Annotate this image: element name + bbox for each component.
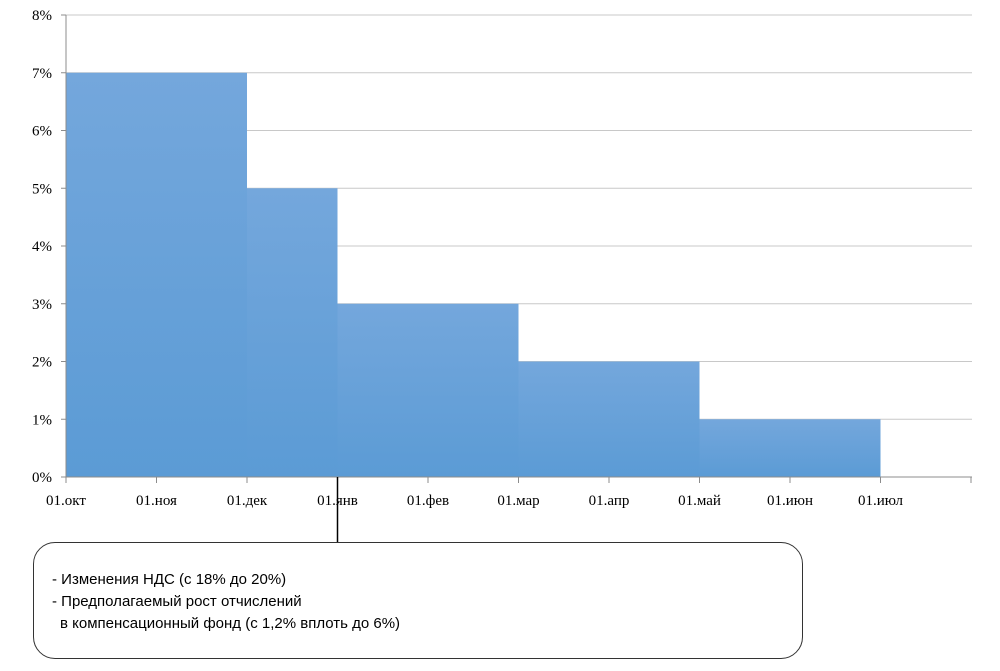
y-tick-label: 8% (32, 8, 52, 24)
x-tick-label: 01.июл (858, 493, 904, 509)
bar-segment-1 (247, 188, 338, 477)
bar-segment-2 (337, 303, 519, 477)
y-tick-label: 7% (32, 66, 52, 82)
bar-segment-4 (699, 419, 881, 477)
callout-line-contributions: - Предполагаемый рост отчислений (52, 593, 302, 610)
y-tick-label: 0% (32, 470, 52, 486)
y-tick-labels: 0% 1% 2% 3% 4% 5% 6% 7% 8% (32, 8, 52, 486)
x-tick-label: 01.май (678, 493, 721, 509)
y-tick-label: 6% (32, 124, 52, 140)
annotation-callout: - Изменения НДС (с 18% до 20%) - Предпол… (33, 542, 803, 659)
bars (66, 72, 881, 477)
x-tick-label: 01.июн (767, 493, 813, 509)
bar-segment-0 (66, 72, 247, 477)
x-tick-labels: 01.окт 01.ноя 01.дек 01.янв 01.фев 01.мар 01.а… (46, 493, 904, 509)
callout-line-vat: - Изменения НДС (с 18% до 20%) (52, 571, 287, 588)
y-tick-label: 5% (32, 181, 52, 197)
y-tick-label: 3% (32, 297, 52, 313)
y-tick-label: 1% (32, 412, 52, 428)
x-tick-label: 01.ноя (136, 493, 177, 509)
x-tick-label: 01.окт (46, 493, 86, 509)
bar-segment-3 (518, 361, 700, 477)
x-tick-label: 01.фев (407, 493, 449, 509)
y-tick-label: 2% (32, 355, 52, 371)
x-tick-label: 01.мар (497, 493, 539, 509)
x-tick-label: 01.дек (227, 493, 268, 509)
x-tick-label: 01.апр (589, 493, 630, 509)
callout-line-fund: в компенсационный фонд (с 1,2% вплоть до… (60, 615, 401, 632)
y-tick-label: 4% (32, 239, 52, 255)
